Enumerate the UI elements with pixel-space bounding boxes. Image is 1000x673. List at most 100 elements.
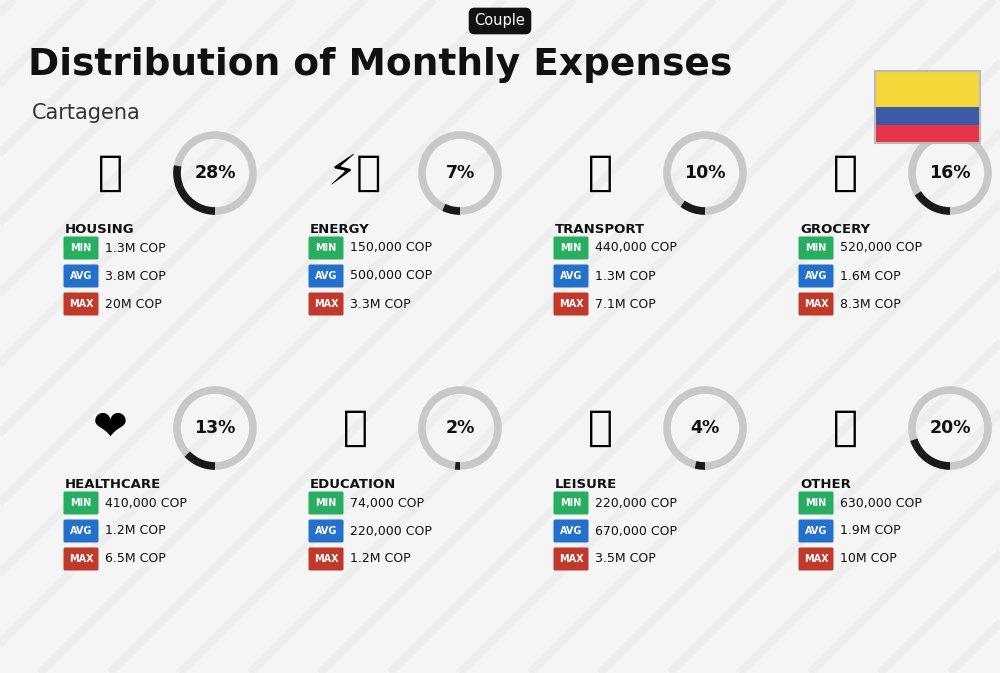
Text: 10%: 10% [684, 164, 726, 182]
Text: 1.3M COP: 1.3M COP [105, 242, 166, 254]
Text: 20M COP: 20M COP [105, 297, 162, 310]
FancyBboxPatch shape [64, 264, 98, 287]
Text: 220,000 COP: 220,000 COP [350, 524, 432, 538]
Text: 13%: 13% [194, 419, 236, 437]
Text: 220,000 COP: 220,000 COP [595, 497, 677, 509]
Text: Distribution of Monthly Expenses: Distribution of Monthly Expenses [28, 47, 732, 83]
Text: TRANSPORT: TRANSPORT [555, 223, 645, 236]
Text: 7%: 7% [445, 164, 475, 182]
Text: Couple: Couple [475, 13, 525, 28]
Text: 670,000 COP: 670,000 COP [595, 524, 677, 538]
Bar [875, 71, 980, 143]
Text: 2%: 2% [445, 419, 475, 437]
FancyBboxPatch shape [798, 236, 834, 260]
Text: Cartagena: Cartagena [32, 103, 141, 123]
FancyBboxPatch shape [798, 491, 834, 514]
Text: AVG: AVG [315, 526, 337, 536]
Text: 20%: 20% [929, 419, 971, 437]
Text: MIN: MIN [70, 243, 92, 253]
FancyBboxPatch shape [554, 520, 589, 542]
FancyBboxPatch shape [308, 520, 344, 542]
Text: 3.8M COP: 3.8M COP [105, 269, 166, 283]
Text: 4%: 4% [690, 419, 720, 437]
FancyBboxPatch shape [308, 293, 344, 316]
Text: ENERGY: ENERGY [310, 223, 370, 236]
FancyBboxPatch shape [64, 293, 98, 316]
Text: MIN: MIN [560, 243, 582, 253]
Text: 🛒: 🛒 [832, 152, 857, 194]
FancyBboxPatch shape [798, 548, 834, 571]
Text: AVG: AVG [70, 271, 92, 281]
Text: AVG: AVG [805, 526, 827, 536]
Text: 1.3M COP: 1.3M COP [595, 269, 656, 283]
FancyBboxPatch shape [798, 520, 834, 542]
Text: 1.2M COP: 1.2M COP [105, 524, 166, 538]
Text: 630,000 COP: 630,000 COP [840, 497, 922, 509]
FancyBboxPatch shape [554, 264, 589, 287]
Text: MIN: MIN [315, 243, 337, 253]
Text: HOUSING: HOUSING [65, 223, 135, 236]
Bar [875, 125, 980, 143]
Text: EDUCATION: EDUCATION [310, 478, 396, 491]
Text: 10M COP: 10M COP [840, 553, 897, 565]
Text: MIN: MIN [70, 498, 92, 508]
FancyBboxPatch shape [554, 293, 589, 316]
FancyBboxPatch shape [554, 236, 589, 260]
Text: OTHER: OTHER [800, 478, 851, 491]
Text: 440,000 COP: 440,000 COP [595, 242, 677, 254]
Text: 16%: 16% [929, 164, 971, 182]
Bar [875, 71, 980, 107]
FancyBboxPatch shape [64, 236, 98, 260]
Text: 6.5M COP: 6.5M COP [105, 553, 166, 565]
Text: AVG: AVG [560, 271, 582, 281]
Text: AVG: AVG [315, 271, 337, 281]
Text: 3.3M COP: 3.3M COP [350, 297, 411, 310]
Text: MAX: MAX [559, 299, 583, 309]
Text: 1.9M COP: 1.9M COP [840, 524, 901, 538]
Text: 410,000 COP: 410,000 COP [105, 497, 187, 509]
Text: 150,000 COP: 150,000 COP [350, 242, 432, 254]
FancyBboxPatch shape [554, 548, 589, 571]
Text: LEISURE: LEISURE [555, 478, 617, 491]
Text: ⚡🏠: ⚡🏠 [328, 152, 382, 194]
FancyBboxPatch shape [308, 236, 344, 260]
Text: 1.2M COP: 1.2M COP [350, 553, 411, 565]
FancyBboxPatch shape [798, 264, 834, 287]
Text: AVG: AVG [70, 526, 92, 536]
Text: 💰: 💰 [832, 407, 857, 449]
FancyBboxPatch shape [64, 520, 98, 542]
Text: MAX: MAX [804, 554, 828, 564]
Text: MAX: MAX [69, 554, 93, 564]
Text: MIN: MIN [805, 498, 827, 508]
Text: AVG: AVG [560, 526, 582, 536]
Text: 1.6M COP: 1.6M COP [840, 269, 901, 283]
FancyBboxPatch shape [64, 491, 98, 514]
Text: MIN: MIN [805, 243, 827, 253]
Text: 🚌: 🚌 [588, 152, 612, 194]
Text: MIN: MIN [560, 498, 582, 508]
FancyBboxPatch shape [308, 491, 344, 514]
Text: 28%: 28% [194, 164, 236, 182]
FancyBboxPatch shape [64, 548, 98, 571]
Text: ❤️: ❤️ [93, 407, 127, 449]
Text: 520,000 COP: 520,000 COP [840, 242, 922, 254]
Text: 🎓: 🎓 [342, 407, 368, 449]
Text: 500,000 COP: 500,000 COP [350, 269, 432, 283]
Text: MAX: MAX [559, 554, 583, 564]
Bar [875, 107, 980, 125]
FancyBboxPatch shape [798, 293, 834, 316]
Text: AVG: AVG [805, 271, 827, 281]
Text: MAX: MAX [69, 299, 93, 309]
Text: 🏢: 🏢 [98, 152, 123, 194]
FancyBboxPatch shape [308, 264, 344, 287]
Text: 🛍️: 🛍️ [588, 407, 612, 449]
Text: 8.3M COP: 8.3M COP [840, 297, 901, 310]
Text: HEALTHCARE: HEALTHCARE [65, 478, 161, 491]
FancyBboxPatch shape [554, 491, 589, 514]
Text: MIN: MIN [315, 498, 337, 508]
Text: MAX: MAX [314, 554, 338, 564]
Text: 7.1M COP: 7.1M COP [595, 297, 656, 310]
Text: GROCERY: GROCERY [800, 223, 870, 236]
FancyBboxPatch shape [308, 548, 344, 571]
Text: MAX: MAX [804, 299, 828, 309]
